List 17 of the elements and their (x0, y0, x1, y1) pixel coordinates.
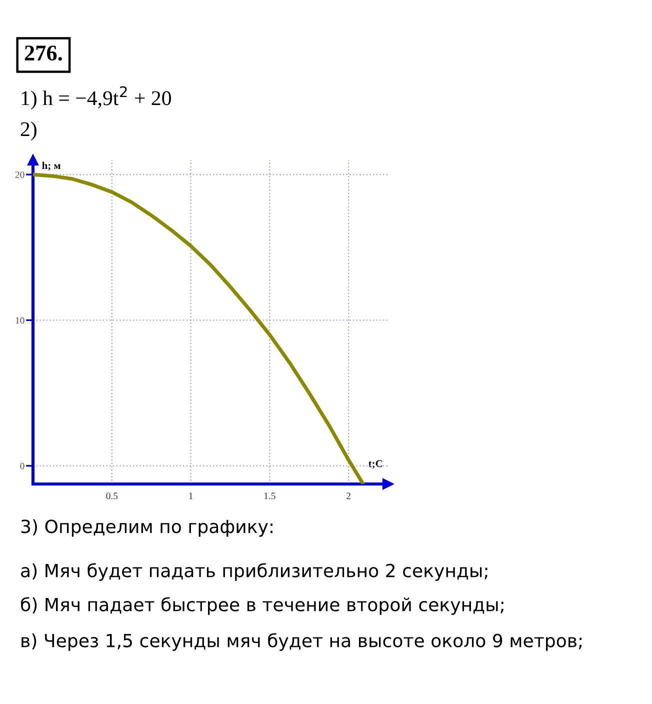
text: 1) h = −4,9t$^{2}$ + 20 (22, 86, 171, 110)
x-tick-label: 2 (346, 492, 350, 500)
line-series (33, 172, 365, 484)
text: 2) (20, 122, 36, 140)
text: 3) Определим по графику: (21, 519, 272, 537)
text: а) Мяч будет падать приблизительно 2 секунды; (21, 563, 488, 581)
y-tick-label: 20 (15, 171, 24, 178)
x-tick-label: 1.5 (264, 492, 276, 500)
y-tick-label: 10 (16, 317, 24, 324)
y-axis-title: h; м (42, 162, 61, 171)
x-tick-label: 0.5 (106, 492, 118, 500)
x-axis-title: t;C (368, 460, 382, 469)
chart-title: 276. (24, 46, 62, 61)
x-tick-label: 1 (189, 492, 193, 500)
text: в) Через 1,5 секунды мяч будет на высоте около 9 метров; (22, 633, 582, 651)
y-tick-label: 0 (20, 462, 24, 470)
text: б) Мяч падает быстрее в течение второй секунды; (20, 597, 504, 615)
